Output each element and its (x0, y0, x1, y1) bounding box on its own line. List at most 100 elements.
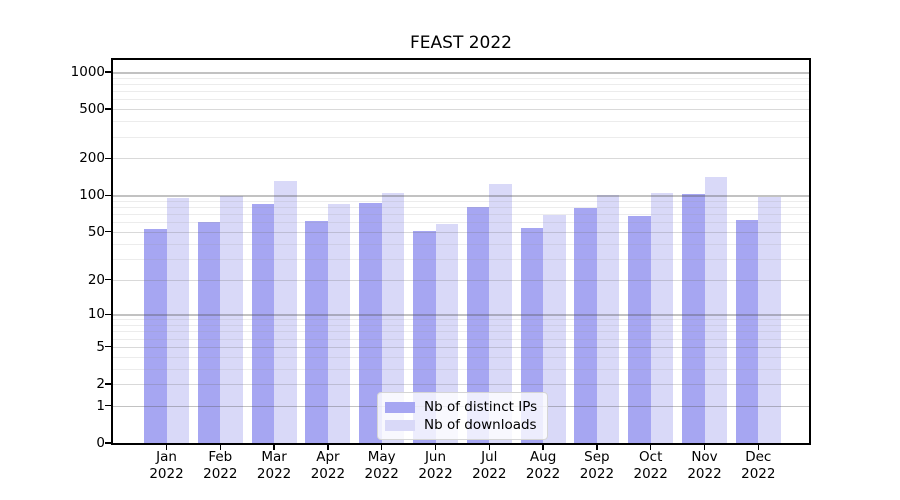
y-tick-label-50: 50 (87, 223, 105, 240)
x-tick-label-jun: Jun 2022 (418, 449, 453, 482)
bar-ips-aug (520, 227, 544, 443)
y-tick-mark (105, 278, 111, 281)
y-tick-mark (105, 231, 111, 233)
bar-ips-apr (305, 221, 328, 443)
legend-swatch (385, 419, 415, 431)
x-tick-label-mar: Mar 2022 (256, 449, 292, 482)
y-tick-label-200: 200 (79, 150, 105, 167)
minor-gridline-9 (113, 319, 809, 321)
x-tick-mark (757, 445, 759, 450)
y-tick-label-500: 500 (79, 101, 105, 118)
bar-ips-jul (466, 207, 490, 443)
y-tick-mark (105, 157, 111, 159)
y-tick-label-1000: 1000 (70, 64, 105, 80)
y-tick-mark (105, 346, 111, 348)
bar-ips-mar (251, 204, 275, 443)
gridline-20 (113, 279, 809, 281)
x-tick-mark (219, 445, 221, 450)
y-tick-mark (105, 405, 111, 407)
bar-downloads-oct (650, 193, 674, 443)
gridline-5 (113, 346, 809, 348)
x-tick-label-jan: Jan 2022 (149, 449, 184, 482)
minor-gridline-30 (113, 258, 809, 260)
x-tick-mark (273, 445, 275, 450)
x-tick-label-oct: Oct 2022 (633, 449, 668, 482)
minor-gridline-8 (113, 325, 809, 326)
minor-gridline-700 (113, 91, 809, 93)
bar-downloads-apr (327, 204, 351, 443)
bar-ips-jan (144, 228, 167, 443)
x-tick-mark (434, 445, 437, 450)
bar-ips-may (359, 202, 382, 443)
minor-gridline-6 (113, 338, 809, 340)
x-tick-label-apr: Apr 2022 (310, 449, 346, 482)
bar-ips-sep (574, 207, 597, 443)
x-tick-mark (703, 445, 706, 450)
legend-label: Nb of downloads (424, 417, 537, 433)
x-tick-label-dec: Dec 2022 (741, 449, 776, 482)
minor-gridline-40 (113, 243, 809, 245)
bar-downloads-jun (435, 224, 458, 443)
minor-gridline-90 (113, 200, 809, 202)
bar-ips-jun (413, 230, 436, 443)
minor-gridline-80 (113, 207, 809, 208)
bar-downloads-sep (596, 194, 620, 443)
minor-gridline-3 (113, 368, 809, 370)
bar-ips-feb (197, 222, 221, 443)
gridline-10 (113, 314, 809, 316)
bar-downloads-dec (758, 196, 781, 443)
y-tick-mark (105, 108, 111, 110)
y-tick-mark (105, 71, 111, 73)
x-tick-mark (542, 445, 544, 450)
x-tick-label-nov: Nov 2022 (687, 449, 722, 482)
x-tick-label-jul: Jul 2022 (472, 449, 507, 482)
y-tick-label-1: 1 (96, 397, 105, 414)
minor-gridline-70 (113, 214, 809, 216)
gridline-2 (113, 384, 809, 386)
minor-gridline-4 (113, 356, 809, 358)
y-tick-mark (105, 442, 111, 444)
bar-ips-dec (735, 219, 759, 443)
minor-gridline-900 (113, 77, 809, 79)
bar-downloads-jul (489, 184, 512, 443)
minor-gridline-600 (113, 99, 809, 101)
y-tick-label-100: 100 (79, 187, 105, 204)
y-tick-label-0: 0 (96, 435, 105, 451)
x-tick-label-feb: Feb 2022 (203, 449, 238, 482)
x-tick-mark (596, 445, 598, 450)
legend-swatch (385, 401, 415, 413)
x-tick-mark (165, 445, 168, 450)
x-tick-mark (488, 445, 490, 450)
x-tick-mark (327, 445, 329, 450)
minor-gridline-7 (113, 331, 809, 333)
x-tick-mark (650, 445, 652, 450)
y-tick-mark (105, 383, 111, 385)
bar-ips-oct (628, 215, 651, 443)
bar-downloads-feb (220, 196, 243, 443)
bar-downloads-aug (543, 214, 566, 443)
x-tick-label-may: May 2022 (364, 449, 399, 482)
gridline-200 (113, 158, 809, 160)
legend-entry-ips: Nb of distinct IPs (385, 398, 537, 416)
y-tick-label-20: 20 (87, 271, 105, 288)
x-tick-mark (381, 445, 383, 450)
legend: Nb of distinct IPs Nb of downloads (377, 392, 549, 440)
y-tick-label-10: 10 (87, 306, 105, 323)
legend-entry-downloads: Nb of downloads (385, 416, 537, 434)
minor-gridline-60 (113, 222, 809, 224)
gridline-1000 (113, 72, 809, 74)
x-tick-label-sep: Sep 2022 (579, 449, 615, 482)
chart-title: FEAST 2022 (410, 33, 512, 53)
gridline-50 (113, 231, 809, 233)
minor-gridline-800 (113, 83, 809, 85)
bar-downloads-may (381, 192, 405, 443)
bar-ips-nov (682, 194, 705, 443)
y-tick-label-2: 2 (96, 376, 105, 392)
y-tick-mark (105, 313, 111, 315)
y-tick-label-5: 5 (96, 338, 105, 355)
bar-downloads-nov (704, 176, 727, 443)
gridline-500 (113, 109, 809, 111)
gridline-100 (113, 195, 809, 197)
legend-label: Nb of distinct IPs (424, 399, 538, 415)
